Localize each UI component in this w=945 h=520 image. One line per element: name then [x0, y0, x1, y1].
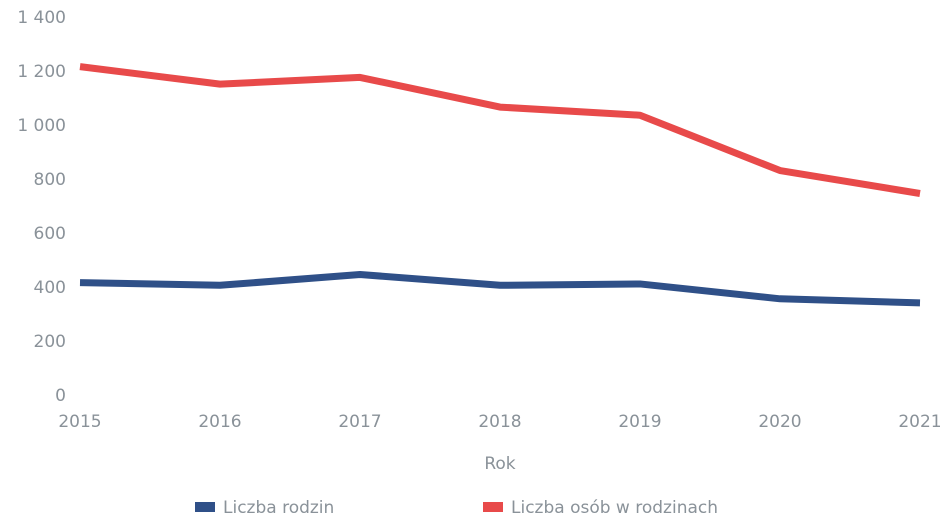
legend-label: Liczba osób w rodzinach [511, 498, 718, 518]
x-tick-label: 2020 [758, 412, 801, 432]
series-line [79, 271, 921, 307]
legend-label: Liczba rodzin [223, 498, 334, 518]
x-tick-label: 2019 [618, 412, 661, 432]
legend-swatch [483, 502, 503, 512]
y-tick-label: 600 [34, 224, 66, 244]
x-tick-label: 2015 [58, 412, 101, 432]
series-line [79, 63, 921, 197]
legend-swatch [195, 502, 215, 512]
x-tick-label: 2017 [338, 412, 381, 432]
x-tick-label: 2016 [198, 412, 241, 432]
y-tick-label: 400 [34, 278, 66, 298]
y-tick-label: 1 000 [17, 116, 66, 136]
x-tick-label: 2018 [478, 412, 521, 432]
y-tick-label: 1 200 [17, 62, 66, 82]
y-tick-label: 1 400 [17, 8, 66, 28]
y-tick-label: 0 [55, 386, 66, 406]
x-tick-label: 2021 [898, 412, 941, 432]
x-axis-title: Rok [484, 454, 515, 474]
y-tick-label: 800 [34, 170, 66, 190]
y-tick-label: 200 [34, 332, 66, 352]
